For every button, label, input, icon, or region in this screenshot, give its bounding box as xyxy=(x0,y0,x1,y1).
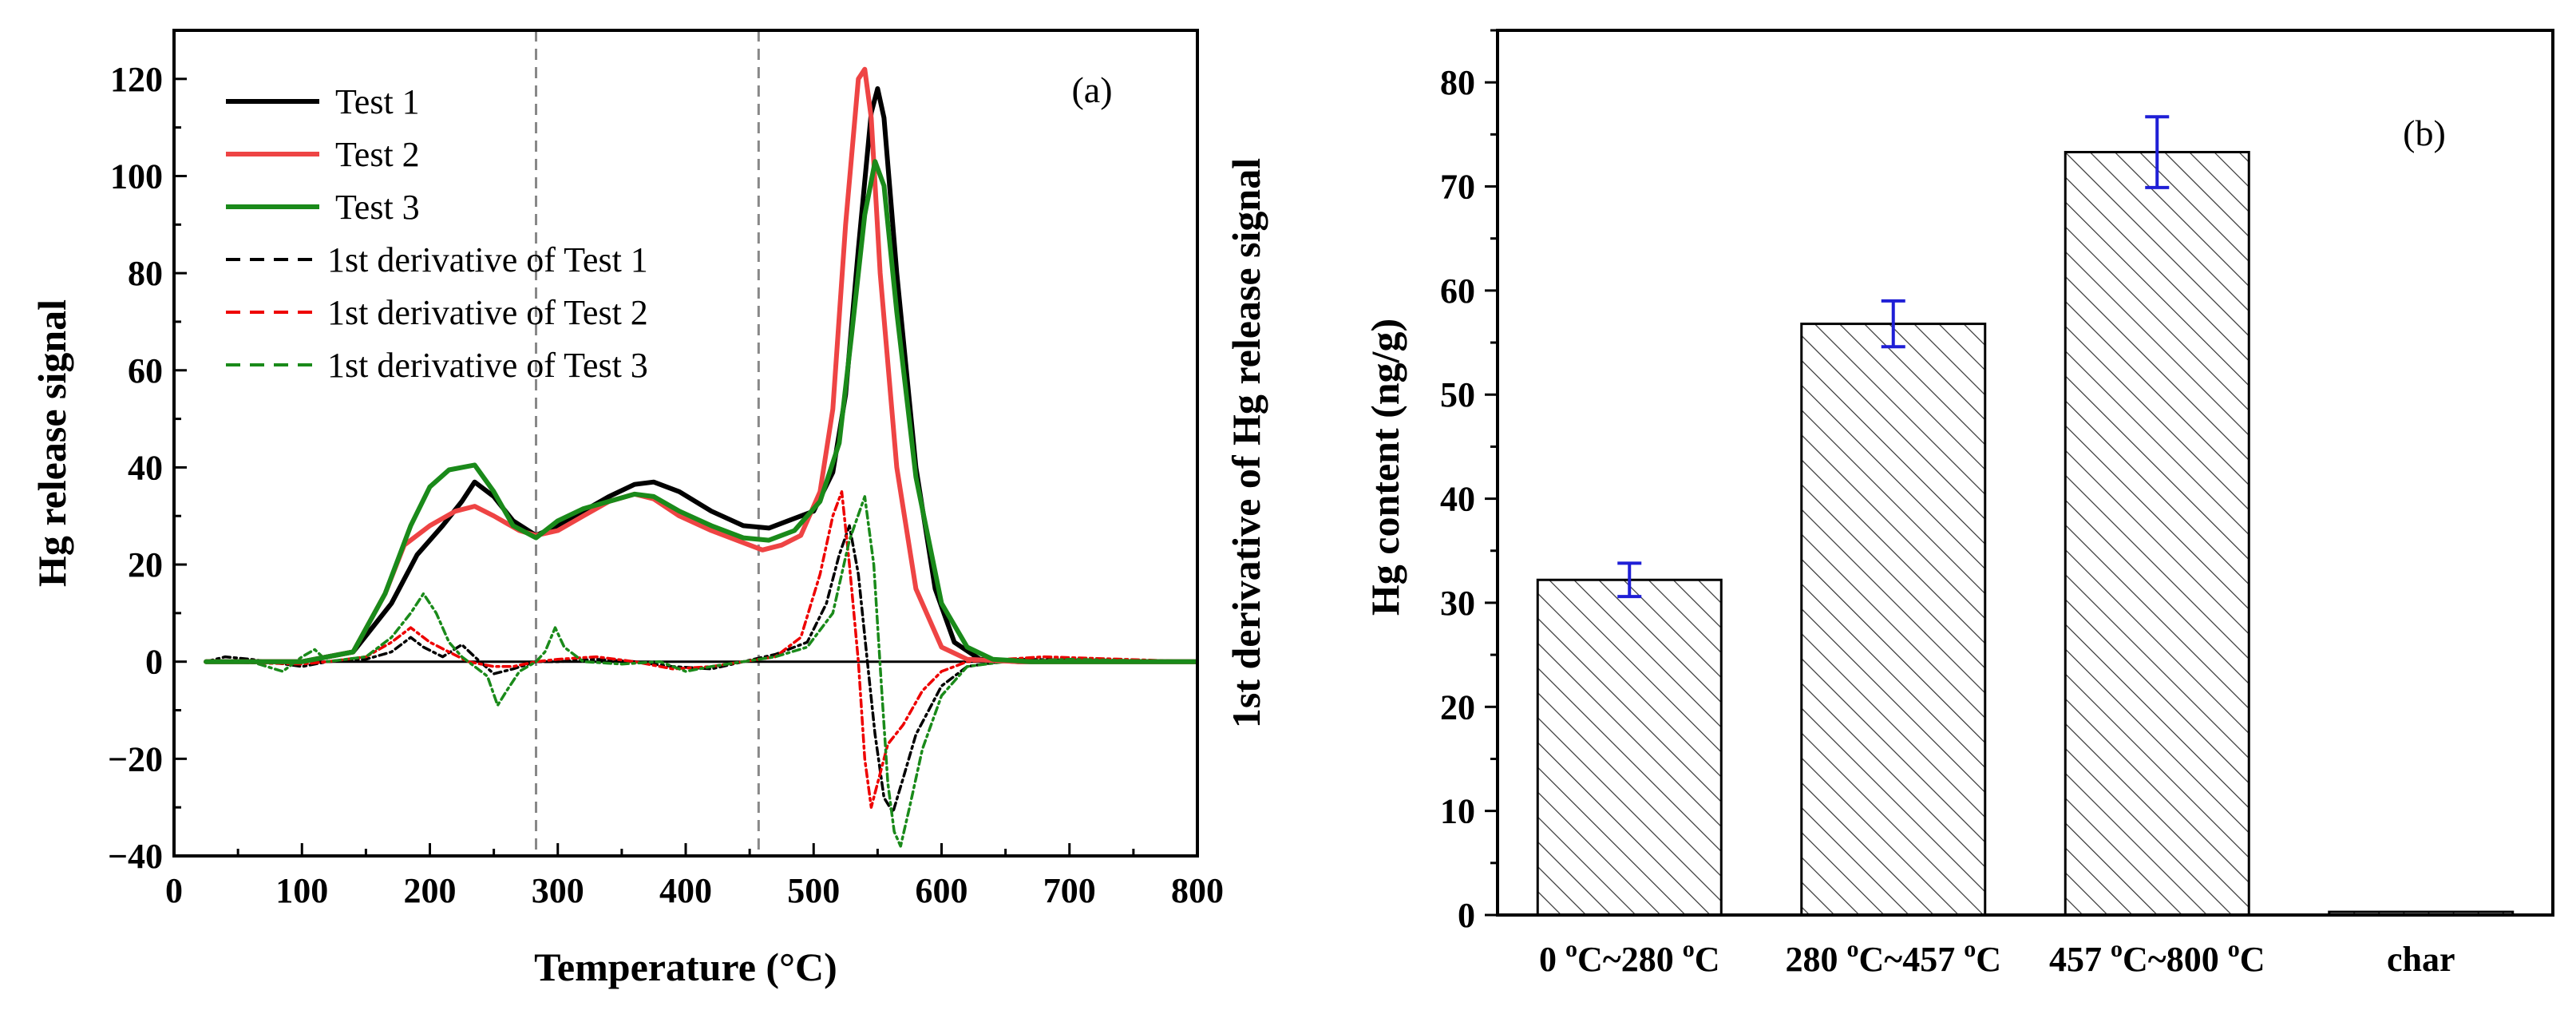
legend-label: 1st derivative of Test 1 xyxy=(327,240,648,279)
bar xyxy=(1800,323,1987,917)
y-tick-label: 40 xyxy=(1440,480,1475,519)
legend-label: 1st derivative of Test 3 xyxy=(327,346,648,385)
legend-label: Test 1 xyxy=(335,82,420,121)
y-tick-label: 80 xyxy=(1440,63,1475,102)
y-tick-label: 80 xyxy=(128,254,163,293)
x-tick-label: 500 xyxy=(787,871,840,910)
y-tick-label: −20 xyxy=(108,739,163,778)
y-axis-title: Hg content (ng/g) xyxy=(1363,319,1407,616)
x-tick-label: 600 xyxy=(916,871,968,910)
category-label: 280 oC~457 oC xyxy=(1786,936,2001,979)
series-line xyxy=(204,159,1197,664)
x-tick-label: 200 xyxy=(404,871,457,910)
panel-a-line-chart: Hg release signal 1st derivative of Hg r… xyxy=(30,29,1268,989)
x-tick-label: 400 xyxy=(659,871,712,910)
category-label: char xyxy=(2387,940,2455,979)
panel-label: (b) xyxy=(2403,113,2446,153)
x-tick-label: 700 xyxy=(1043,871,1096,910)
y-tick-label: 120 xyxy=(110,60,163,99)
plot-frame xyxy=(172,29,1199,858)
x-tick-label: 800 xyxy=(1171,871,1224,910)
derivative-line xyxy=(204,495,1197,848)
y-tick-label: 30 xyxy=(1440,584,1475,623)
y-tick-label: 70 xyxy=(1440,168,1475,207)
legend-label: Test 3 xyxy=(335,188,420,227)
bar xyxy=(2064,151,2250,917)
panel-label: (a) xyxy=(1071,69,1112,110)
x-tick-label: 0 xyxy=(165,871,183,910)
right-y-axis-title: 1st derivative of Hg release signal xyxy=(1224,158,1268,728)
y-tick-label: 0 xyxy=(145,643,163,682)
y-axis-title-group: Hg release signal 1st derivative of Hg r… xyxy=(30,158,1268,728)
y-tick-label: 60 xyxy=(128,351,163,390)
panel-b-bar-chart: Hg content (ng/g) (b) 0 oC~280 oC 280 oC~… xyxy=(1363,29,2554,979)
y-tick-label: 10 xyxy=(1440,792,1475,831)
y-axis-title: Hg release signal xyxy=(30,299,74,587)
category-label: 457 oC~800 oC xyxy=(2049,936,2265,979)
series-line xyxy=(204,66,1197,664)
y-tick-label: 100 xyxy=(110,156,163,196)
category-label: 0 oC~280 oC xyxy=(1539,936,1719,979)
y-tick-label: 50 xyxy=(1440,375,1475,414)
legend-label: Test 2 xyxy=(335,135,420,174)
legend-label: 1st derivative of Test 2 xyxy=(327,293,648,332)
y-tick-label: 20 xyxy=(128,545,163,584)
y-tick-label: 20 xyxy=(1440,687,1475,727)
y-tick-label: 60 xyxy=(1440,271,1475,311)
y-tick-label: 40 xyxy=(128,448,163,487)
x-tick-label: 300 xyxy=(532,871,584,910)
y-tick-label: −40 xyxy=(108,837,163,876)
x-tick-label: 100 xyxy=(275,871,328,910)
plot-frame xyxy=(1496,29,2554,917)
x-axis-title: Temperature (°C) xyxy=(534,945,837,989)
y-tick-label: 0 xyxy=(1458,896,1475,935)
bar xyxy=(1536,578,1723,917)
